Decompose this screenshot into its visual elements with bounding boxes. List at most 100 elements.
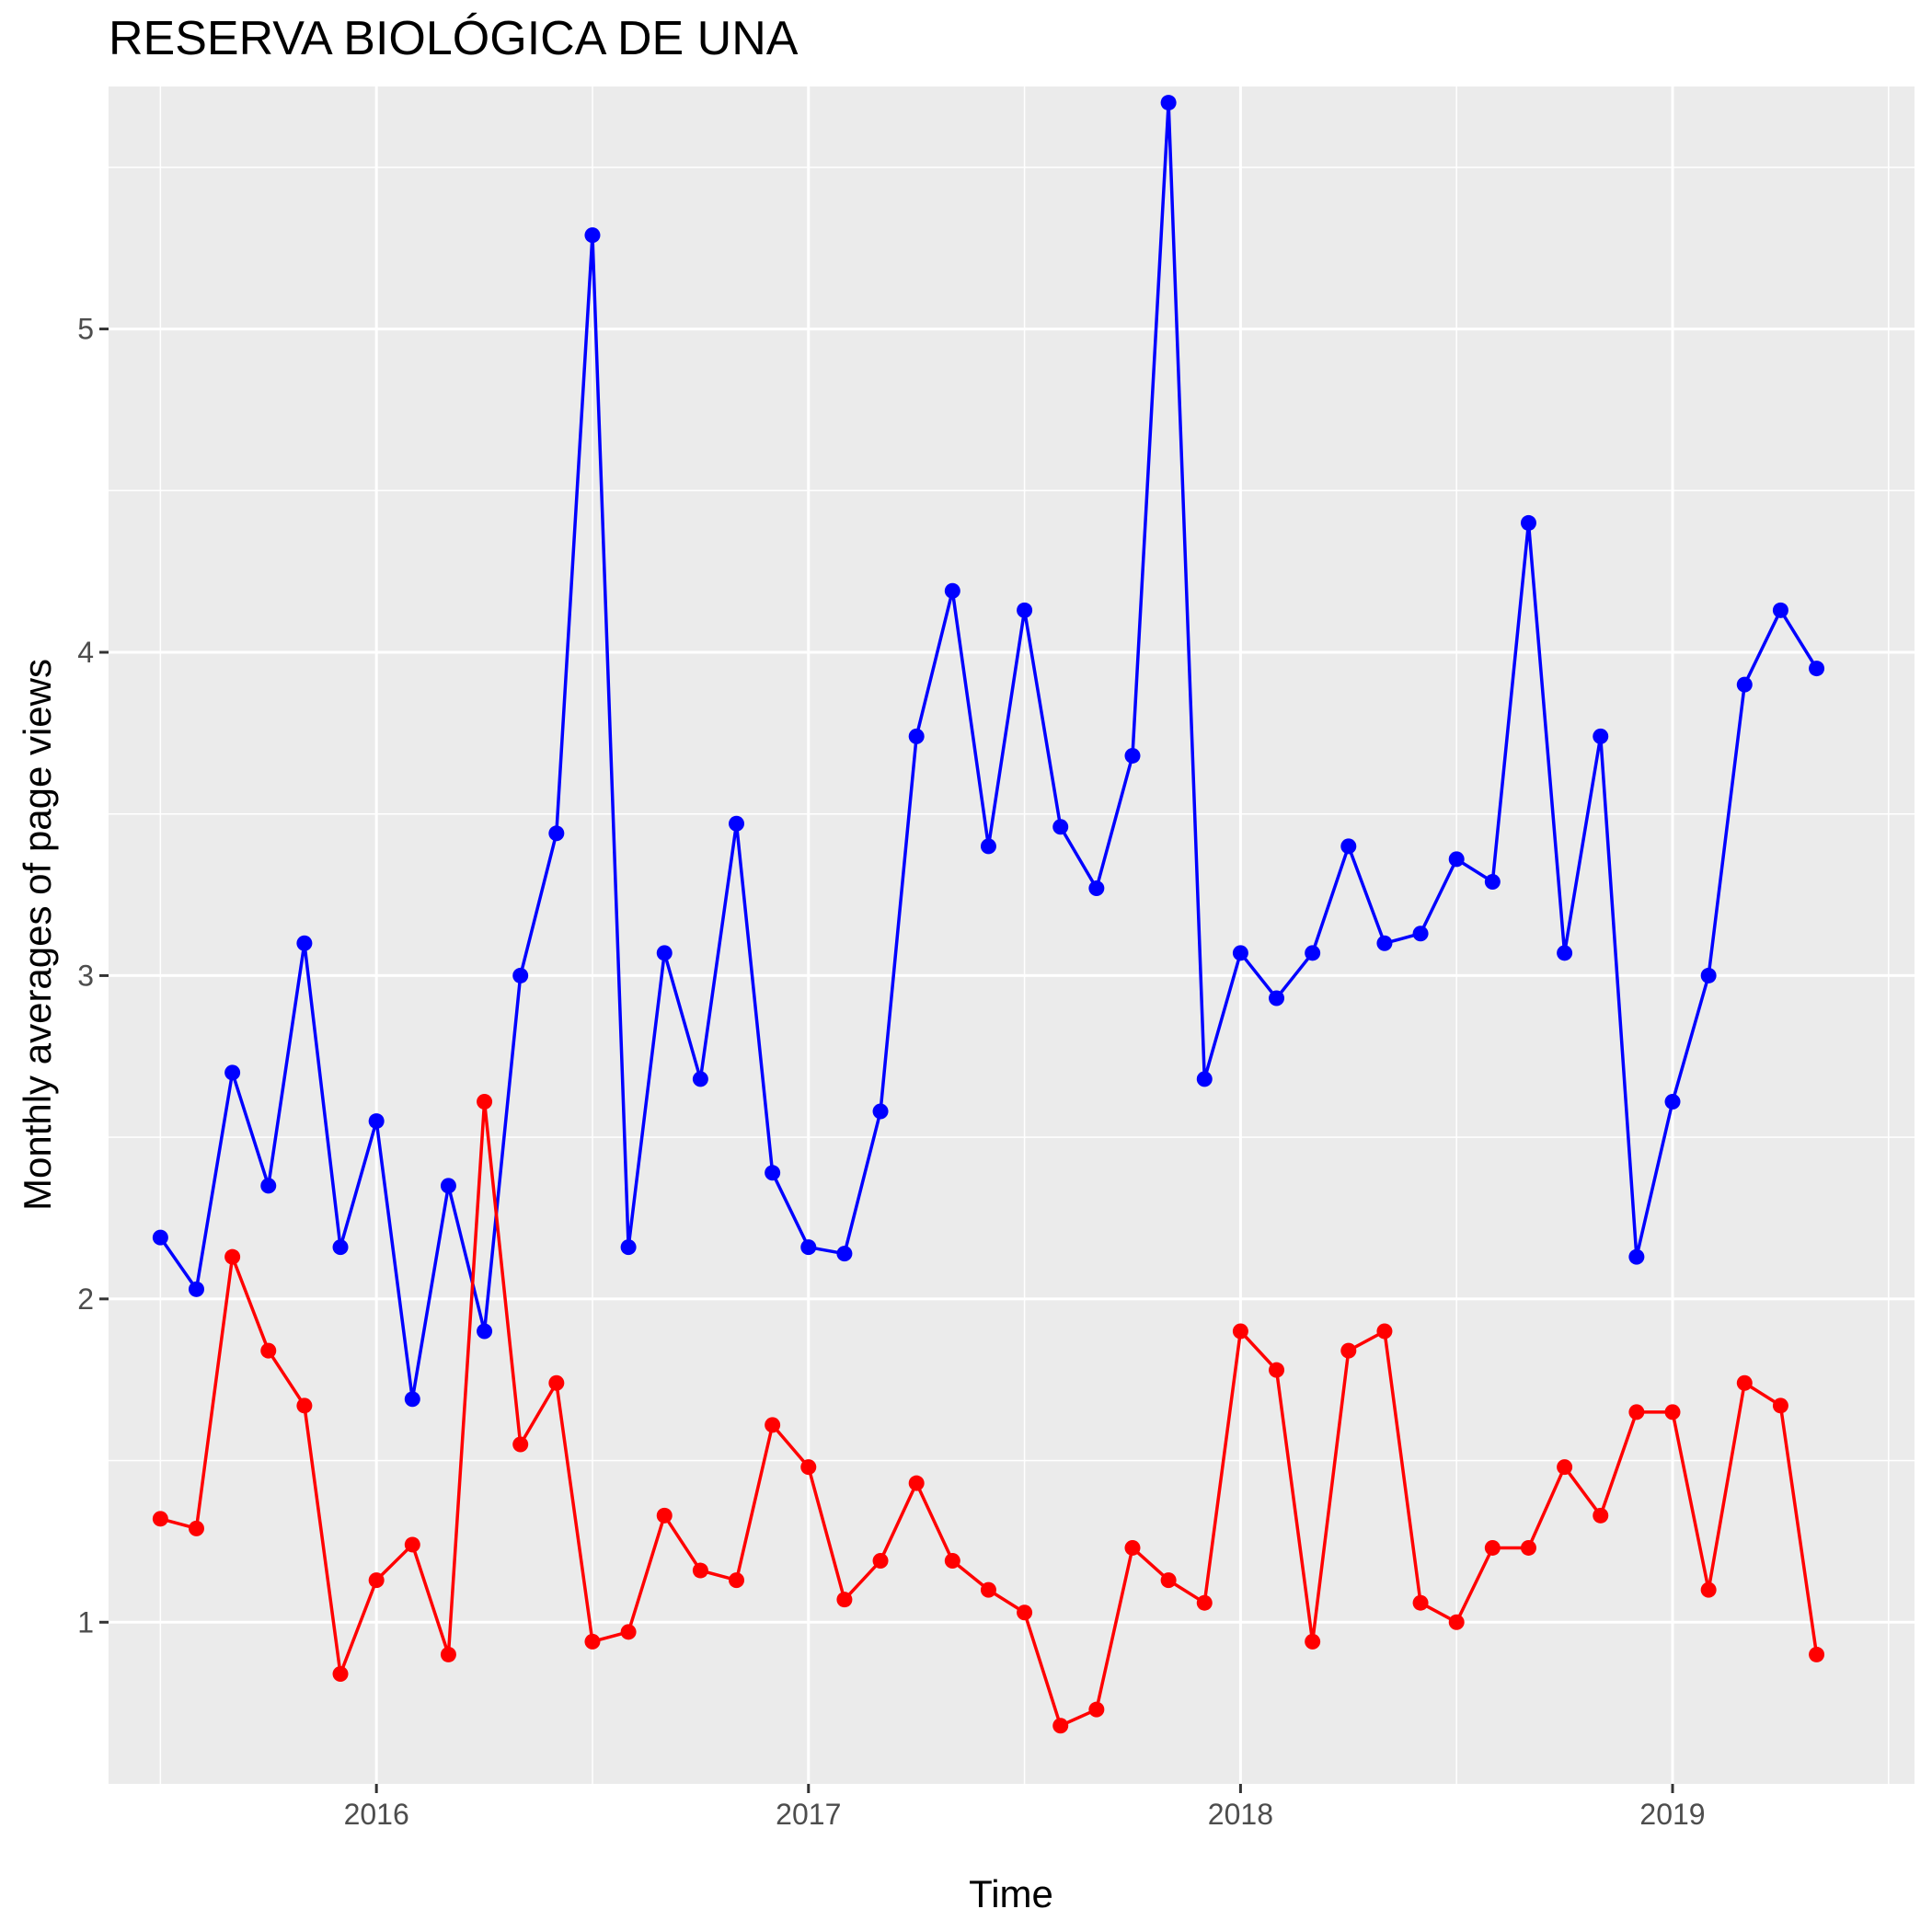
data-point — [332, 1239, 349, 1256]
data-point — [1448, 1614, 1465, 1630]
data-point — [368, 1113, 385, 1130]
data-point — [1448, 851, 1465, 868]
data-point — [1593, 728, 1609, 744]
data-point — [1593, 1507, 1609, 1524]
data-point — [1017, 1604, 1033, 1621]
data-point — [332, 1666, 349, 1683]
data-point — [1052, 819, 1069, 835]
data-point — [1628, 1404, 1645, 1420]
y-tick-label: 2 — [77, 1282, 94, 1316]
data-point — [872, 1103, 889, 1120]
tick-labels: 1 2 3 4 5 2016 2017 2018 2019 — [77, 313, 1705, 1831]
data-point — [1736, 676, 1753, 693]
data-point — [1232, 945, 1248, 961]
data-point — [1412, 1594, 1429, 1611]
series-2 — [152, 1093, 1825, 1734]
data-point — [152, 1511, 168, 1527]
data-point — [224, 1248, 241, 1265]
data-point — [1124, 1539, 1141, 1556]
y-tick-label: 4 — [77, 636, 94, 669]
y-tick-label: 3 — [77, 959, 94, 992]
data-point — [1376, 935, 1393, 951]
data-point — [1628, 1248, 1645, 1265]
data-point — [1700, 967, 1717, 983]
y-tick-label: 1 — [77, 1605, 94, 1639]
axis-ticks — [99, 328, 1674, 1793]
data-point — [908, 1475, 925, 1491]
data-point — [1269, 1362, 1285, 1378]
data-point — [980, 838, 996, 855]
data-point — [620, 1239, 637, 1256]
plot-panel — [109, 86, 1915, 1784]
data-point — [729, 815, 745, 832]
data-point — [1700, 1581, 1717, 1598]
data-point — [765, 1417, 781, 1433]
data-point — [692, 1071, 708, 1087]
data-point — [1484, 874, 1501, 891]
chart-title: RESERVA BIOLÓGICA DE UNA — [109, 12, 799, 65]
data-point — [1772, 1397, 1788, 1414]
data-point — [692, 1562, 708, 1579]
data-point — [477, 1323, 493, 1340]
series-1 — [152, 95, 1825, 1408]
data-point — [1664, 1404, 1681, 1420]
data-point — [1052, 1718, 1069, 1734]
data-point — [584, 227, 601, 244]
data-point — [765, 1165, 781, 1181]
data-point — [836, 1246, 853, 1262]
data-point — [1736, 1374, 1753, 1391]
y-tick-label: 5 — [77, 313, 94, 346]
series-layer — [152, 95, 1825, 1734]
data-point — [1340, 1342, 1357, 1359]
data-point — [800, 1239, 817, 1256]
data-point — [260, 1342, 277, 1359]
x-tick-label: 2016 — [344, 1798, 409, 1831]
data-point — [1160, 1572, 1177, 1589]
data-point — [1376, 1323, 1393, 1340]
data-point — [1340, 838, 1357, 855]
data-point — [908, 728, 925, 744]
data-point — [1124, 747, 1141, 764]
data-point — [548, 825, 565, 842]
data-point — [872, 1553, 889, 1570]
data-point — [188, 1520, 204, 1536]
data-point — [729, 1572, 745, 1589]
data-point — [260, 1178, 277, 1194]
data-point — [404, 1536, 420, 1553]
data-point — [440, 1646, 456, 1662]
data-point — [944, 1553, 960, 1570]
data-point — [440, 1178, 456, 1194]
data-point — [1557, 1459, 1573, 1476]
data-point — [944, 582, 960, 599]
data-point — [1196, 1071, 1213, 1087]
data-point — [656, 945, 673, 961]
x-axis-title: Time — [969, 1872, 1053, 1915]
data-point — [188, 1281, 204, 1297]
data-point — [1484, 1539, 1501, 1556]
data-point — [656, 1507, 673, 1524]
data-point — [512, 1436, 529, 1453]
data-point — [1269, 990, 1285, 1006]
x-tick-label: 2017 — [776, 1798, 841, 1831]
grid-lines — [109, 86, 1915, 1784]
data-point — [512, 967, 529, 983]
data-point — [1557, 945, 1573, 961]
data-point — [296, 935, 313, 951]
data-point — [296, 1397, 313, 1414]
x-tick-label: 2018 — [1208, 1798, 1273, 1831]
data-point — [1088, 1701, 1105, 1718]
data-point — [1520, 514, 1536, 531]
data-point — [1305, 945, 1321, 961]
data-point — [477, 1093, 493, 1110]
data-point — [620, 1624, 637, 1640]
data-point — [1772, 602, 1788, 618]
data-point — [836, 1592, 853, 1608]
data-point — [584, 1633, 601, 1650]
data-point — [1017, 602, 1033, 618]
y-axis-title: Monthly averages of page views — [16, 659, 59, 1211]
data-point — [1412, 926, 1429, 942]
data-point — [1160, 95, 1177, 111]
data-point — [1809, 661, 1825, 677]
